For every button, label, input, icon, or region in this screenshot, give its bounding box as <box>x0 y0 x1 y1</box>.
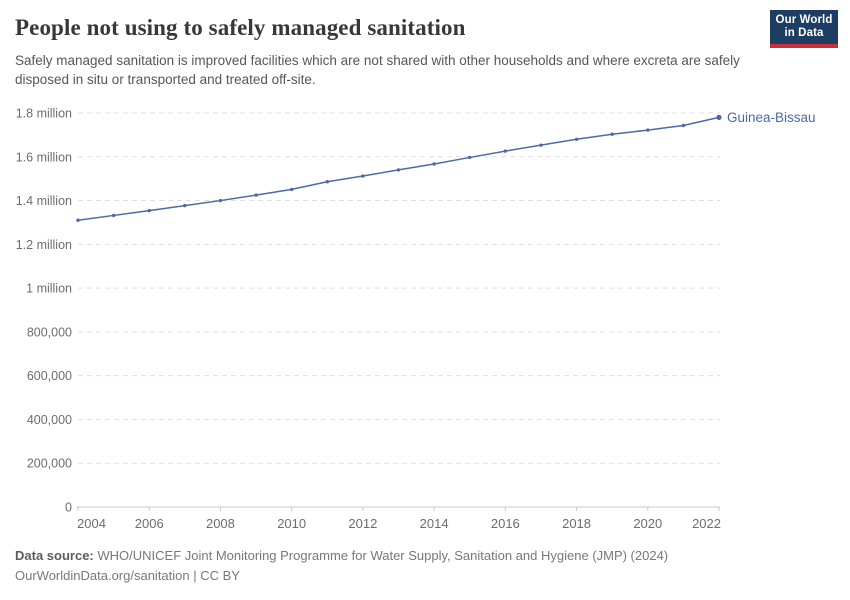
x-axis-tick-label: 2022 <box>692 516 721 531</box>
y-axis-tick-label: 1.4 million <box>16 194 72 208</box>
data-source-text: WHO/UNICEF Joint Monitoring Programme fo… <box>97 548 669 563</box>
page-title: People not using to safely managed sanit… <box>15 15 466 40</box>
owid-logo-line2: in Data <box>784 27 824 39</box>
x-axis-tick-label: 2010 <box>277 516 306 531</box>
y-axis-tick-label: 0 <box>65 501 72 515</box>
y-axis-tick-label: 400,000 <box>27 413 72 427</box>
line-chart-canvas[interactable]: 0 200,000 400,000 600,000 800,000 1 million 1.… <box>0 95 850 540</box>
x-axis-tick-label: 2006 <box>135 516 164 531</box>
x-axis-tick-label: 2004 <box>77 516 106 531</box>
y-axis-tick-label: 200,000 <box>27 457 72 471</box>
data-point[interactable] <box>503 149 508 153</box>
x-axis-tick-label: 2008 <box>206 516 235 531</box>
data-point[interactable] <box>716 114 722 120</box>
owid-logo-line1: Our World <box>775 14 833 26</box>
data-point[interactable] <box>289 187 294 192</box>
data-point[interactable] <box>361 174 365 178</box>
y-axis-tick-label: 1.6 million <box>16 150 72 164</box>
data-point[interactable] <box>218 198 223 203</box>
x-axis-tick-label: 2020 <box>633 516 662 531</box>
license-line: OurWorldinData.org/sanitation | CC BY <box>15 568 240 583</box>
y-axis-tick-label: 1 million <box>26 282 72 296</box>
data-point[interactable] <box>681 123 686 128</box>
data-point[interactable] <box>183 203 187 208</box>
y-axis-tick-label: 1.2 million <box>16 238 72 252</box>
data-point[interactable] <box>254 193 258 197</box>
data-point[interactable] <box>432 162 436 166</box>
chart-footer: Data source: WHO/UNICEF Joint Monitoring… <box>15 546 668 586</box>
y-axis-tick-label: 600,000 <box>27 369 72 383</box>
data-point[interactable] <box>147 208 151 213</box>
x-axis-tick-label: 2016 <box>491 516 520 531</box>
x-axis-tick-label: 2014 <box>420 516 449 531</box>
data-point[interactable] <box>396 168 401 172</box>
entity-label: Guinea-Bissau <box>727 110 816 125</box>
data-source-line: Data source: WHO/UNICEF Joint Monitoring… <box>15 546 668 566</box>
data-point[interactable] <box>76 218 80 222</box>
y-axis-tick-label: 1.8 million <box>16 107 72 121</box>
data-point[interactable] <box>610 132 614 136</box>
x-axis-tick-label: 2018 <box>562 516 591 531</box>
owid-logo[interactable]: Our World in Data <box>770 10 838 48</box>
data-point[interactable] <box>468 155 472 160</box>
data-point[interactable] <box>111 213 116 218</box>
data-point[interactable] <box>646 128 650 132</box>
data-source-label: Data source: <box>15 548 94 563</box>
x-axis-tick-label: 2012 <box>348 516 377 531</box>
data-point[interactable] <box>574 137 579 141</box>
data-point[interactable] <box>539 143 543 147</box>
data-point[interactable] <box>325 180 329 184</box>
chart-subtitle: Safely managed sanitation is improved fa… <box>15 53 740 87</box>
y-axis-tick-label: 800,000 <box>27 325 72 339</box>
